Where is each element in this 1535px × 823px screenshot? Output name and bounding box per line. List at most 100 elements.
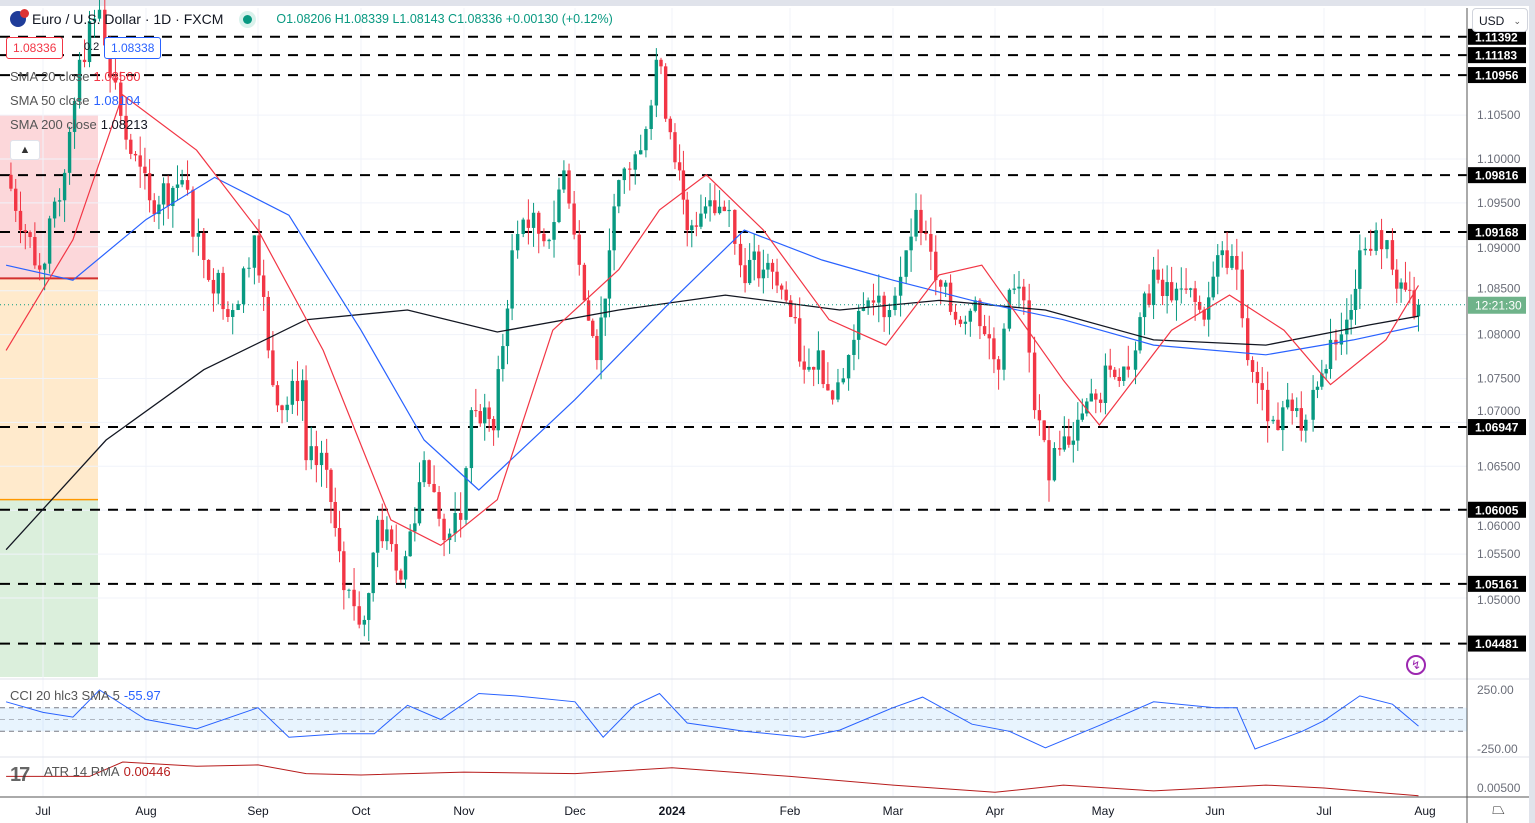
candles [9,0,1421,642]
candle-body [408,531,412,557]
atr-legend[interactable]: ATR 14 RMA 0.00446 [44,764,175,779]
candle-body [23,230,27,233]
indicator-tick: 250.00 [1477,683,1514,697]
cci-legend[interactable]: CCI 20 hlc3 SMA 5 -55.97 [10,688,165,703]
candle-body [1403,282,1408,290]
level-label-bg [1468,28,1526,45]
candle-body [1076,419,1080,441]
market-open-status-icon [243,14,253,24]
candle-body [852,339,856,355]
price-tick: 1.05500 [1477,547,1521,561]
indicator-tick: 0.00500 [1477,781,1521,795]
candle-body [447,533,452,541]
candle-body [496,369,500,431]
candle-body [1235,256,1239,270]
candle-body [703,206,708,214]
candle-body [309,446,313,461]
candle-body [1265,389,1270,422]
tradingview-logo[interactable]: 17 [10,764,30,786]
candle-body [290,380,295,405]
symbol-title[interactable]: Euro / U.S. Dollar · 1D · FXCM [32,11,224,27]
level-label-bg [1468,575,1526,592]
candle-body [394,544,398,571]
candle-body [677,162,682,171]
currency-select[interactable]: USD ⌄ [1472,8,1528,32]
level-label: 1.06947 [1475,421,1519,435]
eur-usd-flag-icon [10,9,29,27]
candle-body [399,570,403,580]
candle-body [542,233,546,242]
candle-body [357,606,361,625]
candle-body [958,319,963,324]
time-tick: Jul [35,804,50,818]
candle-body [1271,419,1275,422]
atr-label: ATR 14 RMA [44,764,120,779]
candle-body [108,45,112,78]
position-target-zone [0,499,98,677]
time-tick: 2024 [659,804,686,818]
lightning-alert-icon[interactable]: ↯ [1406,655,1426,675]
sma200-legend[interactable]: SMA 200 close 1.08213 [10,117,152,132]
candle-body [510,250,514,309]
candle-body [821,350,825,385]
candle-body [1412,290,1416,317]
candle-body [1260,383,1264,390]
candle-body [622,168,626,181]
candle-body [788,300,793,318]
candle-body [1080,413,1084,420]
candle-body [1339,334,1344,345]
sell-button[interactable]: 1.08336 [6,37,64,59]
candle-body [241,268,246,305]
candle-body [1304,419,1308,431]
candle-body [285,404,289,411]
candle-body [329,469,333,502]
candle-body [1334,339,1338,345]
candle-body [722,206,727,212]
candle-body [171,187,175,207]
level-label-bg [1468,635,1526,652]
candle-body [1379,230,1384,250]
candle-body [761,269,766,279]
candle-body [1165,282,1169,297]
candle-body [694,225,699,227]
candle-body [1142,293,1147,318]
candle-body [1094,393,1098,400]
candle-body [1324,369,1328,374]
candle-body [1042,420,1046,441]
collapse-legend-button[interactable]: ▲ [10,140,40,160]
candle-body [1320,373,1324,387]
candle-body [1353,288,1358,310]
candle-body [1240,269,1244,319]
candle-body [474,410,478,412]
candle-body [757,251,761,279]
sma50-label: SMA 50 close [10,93,90,108]
level-label-bg [1468,224,1526,241]
level-label: 1.11392 [1475,30,1518,44]
sma200-line [5,294,1419,551]
candle-body [713,200,717,214]
price-tick: 1.06000 [1477,519,1521,533]
time-tick: Jul [1316,804,1331,818]
candle-body [464,468,468,520]
sma20-legend[interactable]: SMA 20 close 1.08560 [10,69,145,84]
time-tick: Oct [352,804,371,818]
candle-body [380,519,384,542]
candle-body [161,183,166,205]
candle-body [987,334,991,339]
price-tick: 1.07000 [1477,404,1521,418]
countdown-label: 12:21:30 [1475,299,1522,313]
candle-body [143,166,147,174]
ohlc-readout: O1.08206 H1.08339 L1.08143 C1.08336 +0.0… [276,12,613,26]
settings-gear-icon[interactable]: ⏢ [1492,801,1505,818]
candle-body [1328,339,1333,370]
candle-body [747,259,752,284]
buy-button[interactable]: 1.08338 [104,37,162,59]
candle-body [924,232,928,234]
candle-body [644,129,648,151]
sma50-legend[interactable]: SMA 50 close 1.08104 [10,93,145,108]
cci-line [5,689,1419,750]
candle-body [82,59,87,63]
candle-body [877,295,881,303]
price-tick: 1.06500 [1477,459,1521,473]
